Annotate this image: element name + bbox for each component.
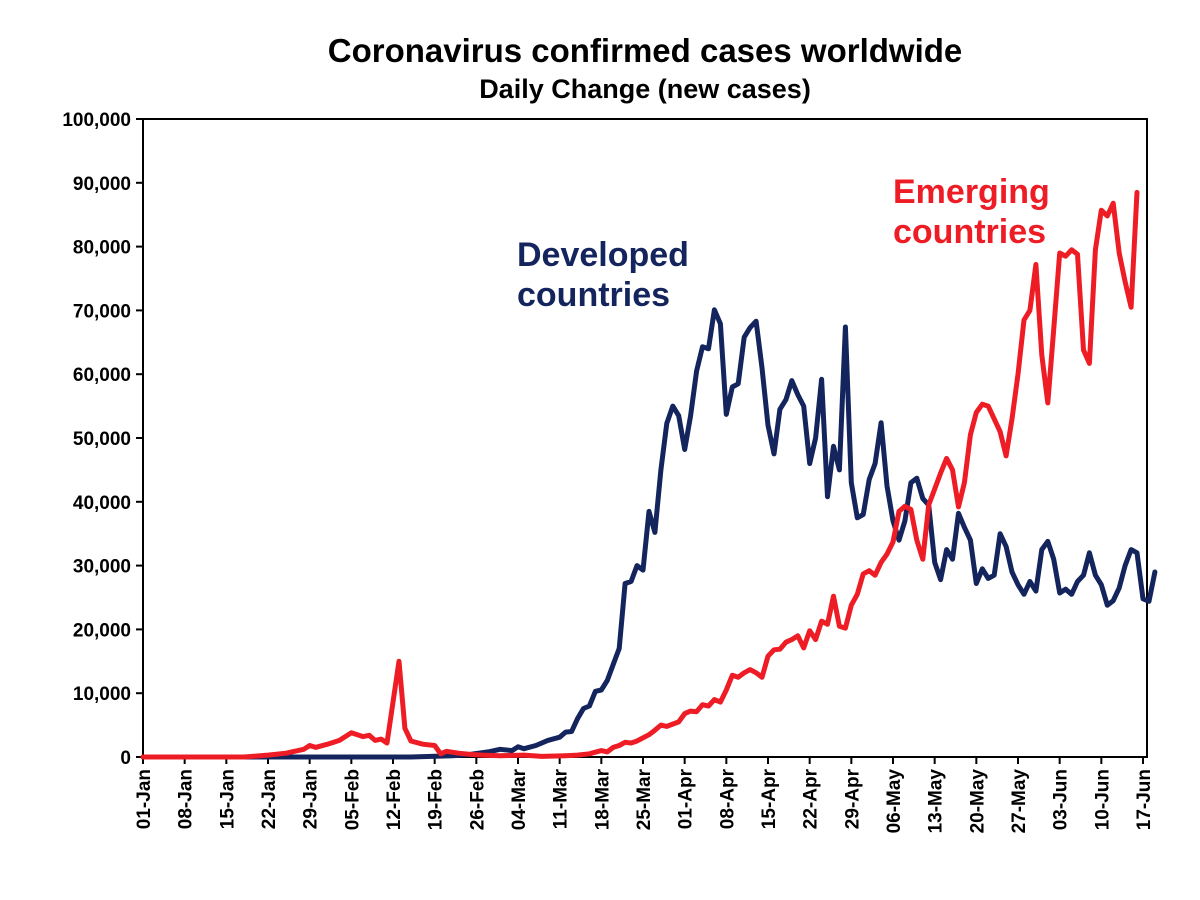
y-tick-label: 100,000 <box>62 110 131 131</box>
x-tick-label: 08-Apr <box>717 768 738 829</box>
series-label-emerging: Emerging countries <box>893 173 1059 251</box>
x-tick-label: 06-May <box>884 769 905 834</box>
x-tick-label: 11-Mar <box>551 768 572 829</box>
x-tick-label: 29-Jan <box>301 769 322 829</box>
x-tick-label: 08-Jan <box>176 769 197 829</box>
y-tick-label: 30,000 <box>73 557 131 578</box>
chart-subtitle: Daily Change (new cases) <box>479 74 811 104</box>
x-tick-label: 01-Apr <box>676 768 697 829</box>
x-tick-label: 03-Jun <box>1051 769 1072 830</box>
x-tick-label: 04-Mar <box>509 768 530 830</box>
x-tick-label: 15-Jan <box>217 769 238 829</box>
series-label-emerging-line2: countries <box>893 213 1046 251</box>
series-label-developed-line1: Developed <box>517 236 689 274</box>
series-label-developed: Developed countries <box>517 236 698 314</box>
x-tick-label: 27-May <box>1009 769 1030 834</box>
x-tick-label: 15-Apr <box>759 768 780 829</box>
y-axis: 0 10,000 20,000 30,000 40,000 50,000 60,000 70,… <box>62 110 143 769</box>
y-tick-label: 50,000 <box>73 429 131 450</box>
x-tick-label: 20-May <box>967 769 988 834</box>
x-axis: 01-Jan 08-Jan 15-Jan 22-Jan 29-Jan 05-Feb 12-F… <box>134 757 1155 833</box>
x-tick-label: 05-Feb <box>342 769 363 830</box>
y-tick-label: 10,000 <box>73 684 131 705</box>
x-tick-label: 19-Feb <box>426 769 447 830</box>
x-tick-label: 17-Jun <box>1134 769 1155 830</box>
y-tick-label: 90,000 <box>73 174 131 195</box>
series-label-emerging-line1: Emerging <box>893 173 1050 211</box>
series-line-developed <box>140 307 1158 760</box>
x-tick-label: 29-Apr <box>842 768 863 829</box>
x-tick-label: 18-Mar <box>592 768 613 830</box>
x-tick-label: 25-Mar <box>634 768 655 830</box>
y-tick-label: 70,000 <box>73 301 131 322</box>
x-tick-label: 12-Feb <box>384 769 405 830</box>
x-tick-label: 10-Jun <box>1092 769 1113 830</box>
y-tick-label: 80,000 <box>73 238 131 259</box>
y-tick-label: 20,000 <box>73 620 131 641</box>
x-tick-label: 22-Jan <box>259 769 280 829</box>
x-tick-label: 22-Apr <box>801 768 822 829</box>
chart-title: Coronavirus confirmed cases worldwide <box>328 32 963 69</box>
series-layer <box>140 189 1158 760</box>
y-tick-label: 40,000 <box>73 493 131 514</box>
y-tick-label: 0 <box>120 748 131 769</box>
x-tick-label: 13-May <box>926 769 947 834</box>
y-tick-label: 60,000 <box>73 365 131 386</box>
x-tick-label: 26-Feb <box>467 769 488 830</box>
series-line-emerging <box>140 189 1140 760</box>
series-label-developed-line2: countries <box>517 276 670 314</box>
x-tick-label: 01-Jan <box>134 769 155 829</box>
